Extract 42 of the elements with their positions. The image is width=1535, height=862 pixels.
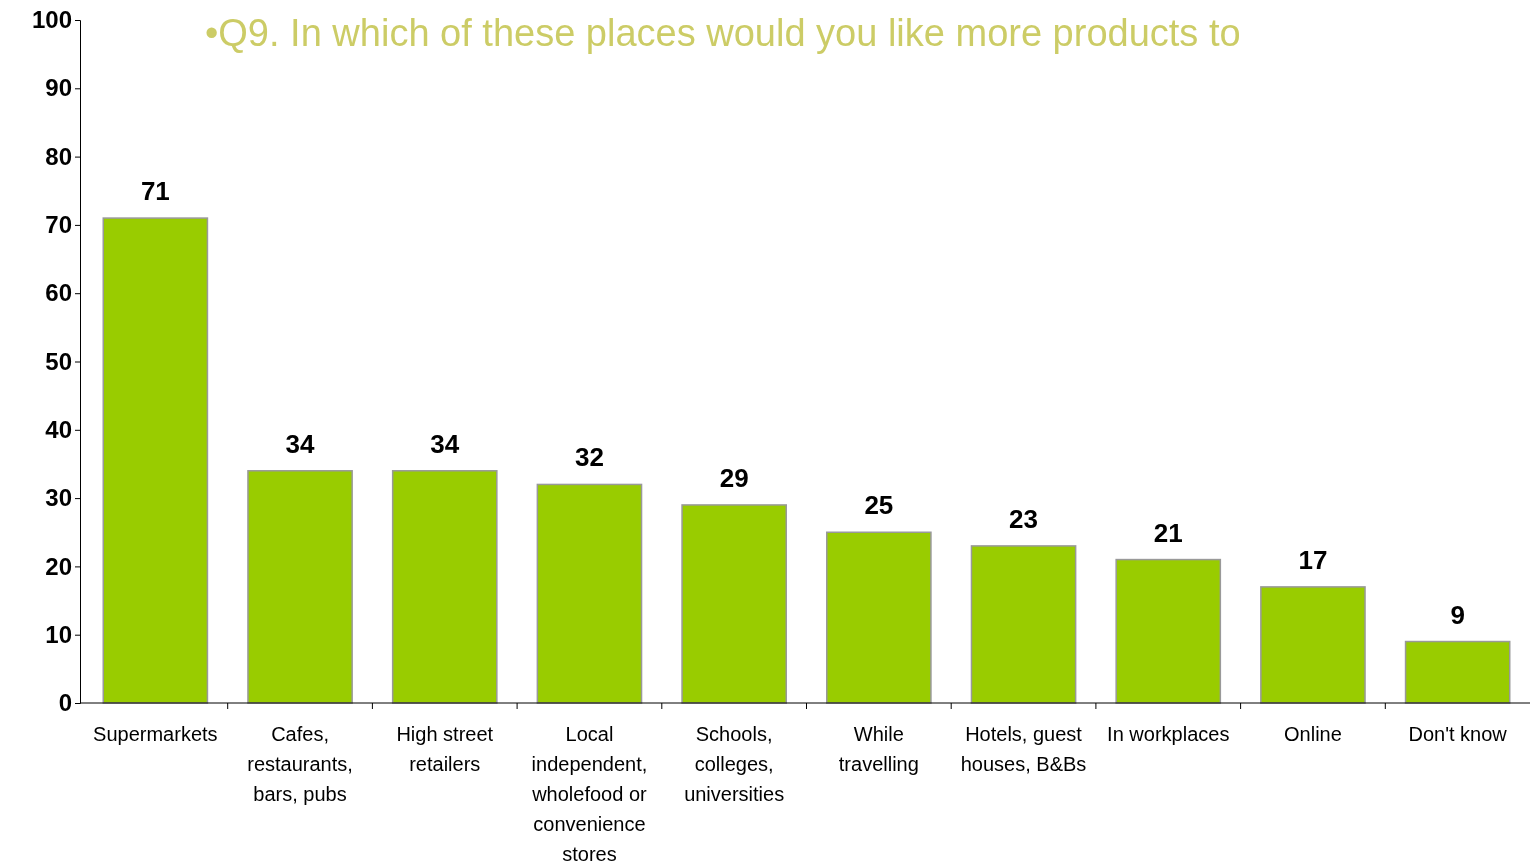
x-tick-label: Online — [1284, 723, 1342, 745]
x-tick-label: High street retailers — [396, 723, 494, 775]
data-label: 17 — [1298, 544, 1328, 575]
y-tick-label: 30 — [45, 484, 72, 512]
x-tick-label: Cafes, restaurants, bars, pubs — [247, 723, 353, 805]
x-tick-label: Don't know — [1408, 723, 1508, 745]
data-label: 21 — [1153, 517, 1183, 548]
y-tick-label: 40 — [45, 415, 72, 443]
data-label: 71 — [140, 176, 170, 207]
y-tick-label: 90 — [45, 74, 72, 102]
data-label: 34 — [430, 428, 460, 459]
y-tick-label: 20 — [45, 552, 72, 580]
bar — [102, 217, 209, 704]
x-tick-label: In workplaces — [1107, 723, 1230, 745]
data-label: 32 — [574, 442, 604, 473]
bar — [681, 504, 787, 704]
y-tick-label: 80 — [45, 142, 72, 170]
data-label: 34 — [285, 428, 316, 459]
y-tick-label: 70 — [45, 211, 72, 239]
bar — [970, 545, 1077, 704]
x-tick-label: Local independent, wholefood or convenience stores — [531, 723, 648, 862]
x-tick-label: Schools, colleges, universities — [684, 723, 785, 805]
y-tick-label: 50 — [45, 347, 72, 375]
data-label: 23 — [1009, 503, 1039, 534]
data-label: 29 — [719, 462, 749, 493]
chart-title: •Q9. In which of these places would you like more products to — [205, 12, 1241, 54]
bar — [536, 483, 643, 704]
y-tick-label: 60 — [45, 279, 72, 307]
y-tick-label: 100 — [31, 6, 72, 34]
data-label: 9 — [1450, 599, 1465, 630]
bar — [247, 470, 353, 704]
x-tick-label: Supermarkets — [93, 723, 218, 745]
bar — [391, 470, 498, 704]
y-tick-label: 10 — [45, 620, 72, 648]
x-tick-label: Hotels, guest houses, B&Bs — [960, 723, 1087, 775]
bar — [1260, 586, 1366, 704]
bar — [1115, 558, 1222, 704]
bar — [826, 531, 932, 704]
x-tick-label: While travelling — [838, 723, 919, 775]
bar — [1404, 640, 1511, 704]
y-tick-label: 0 — [58, 689, 72, 717]
data-label: 25 — [864, 490, 894, 521]
